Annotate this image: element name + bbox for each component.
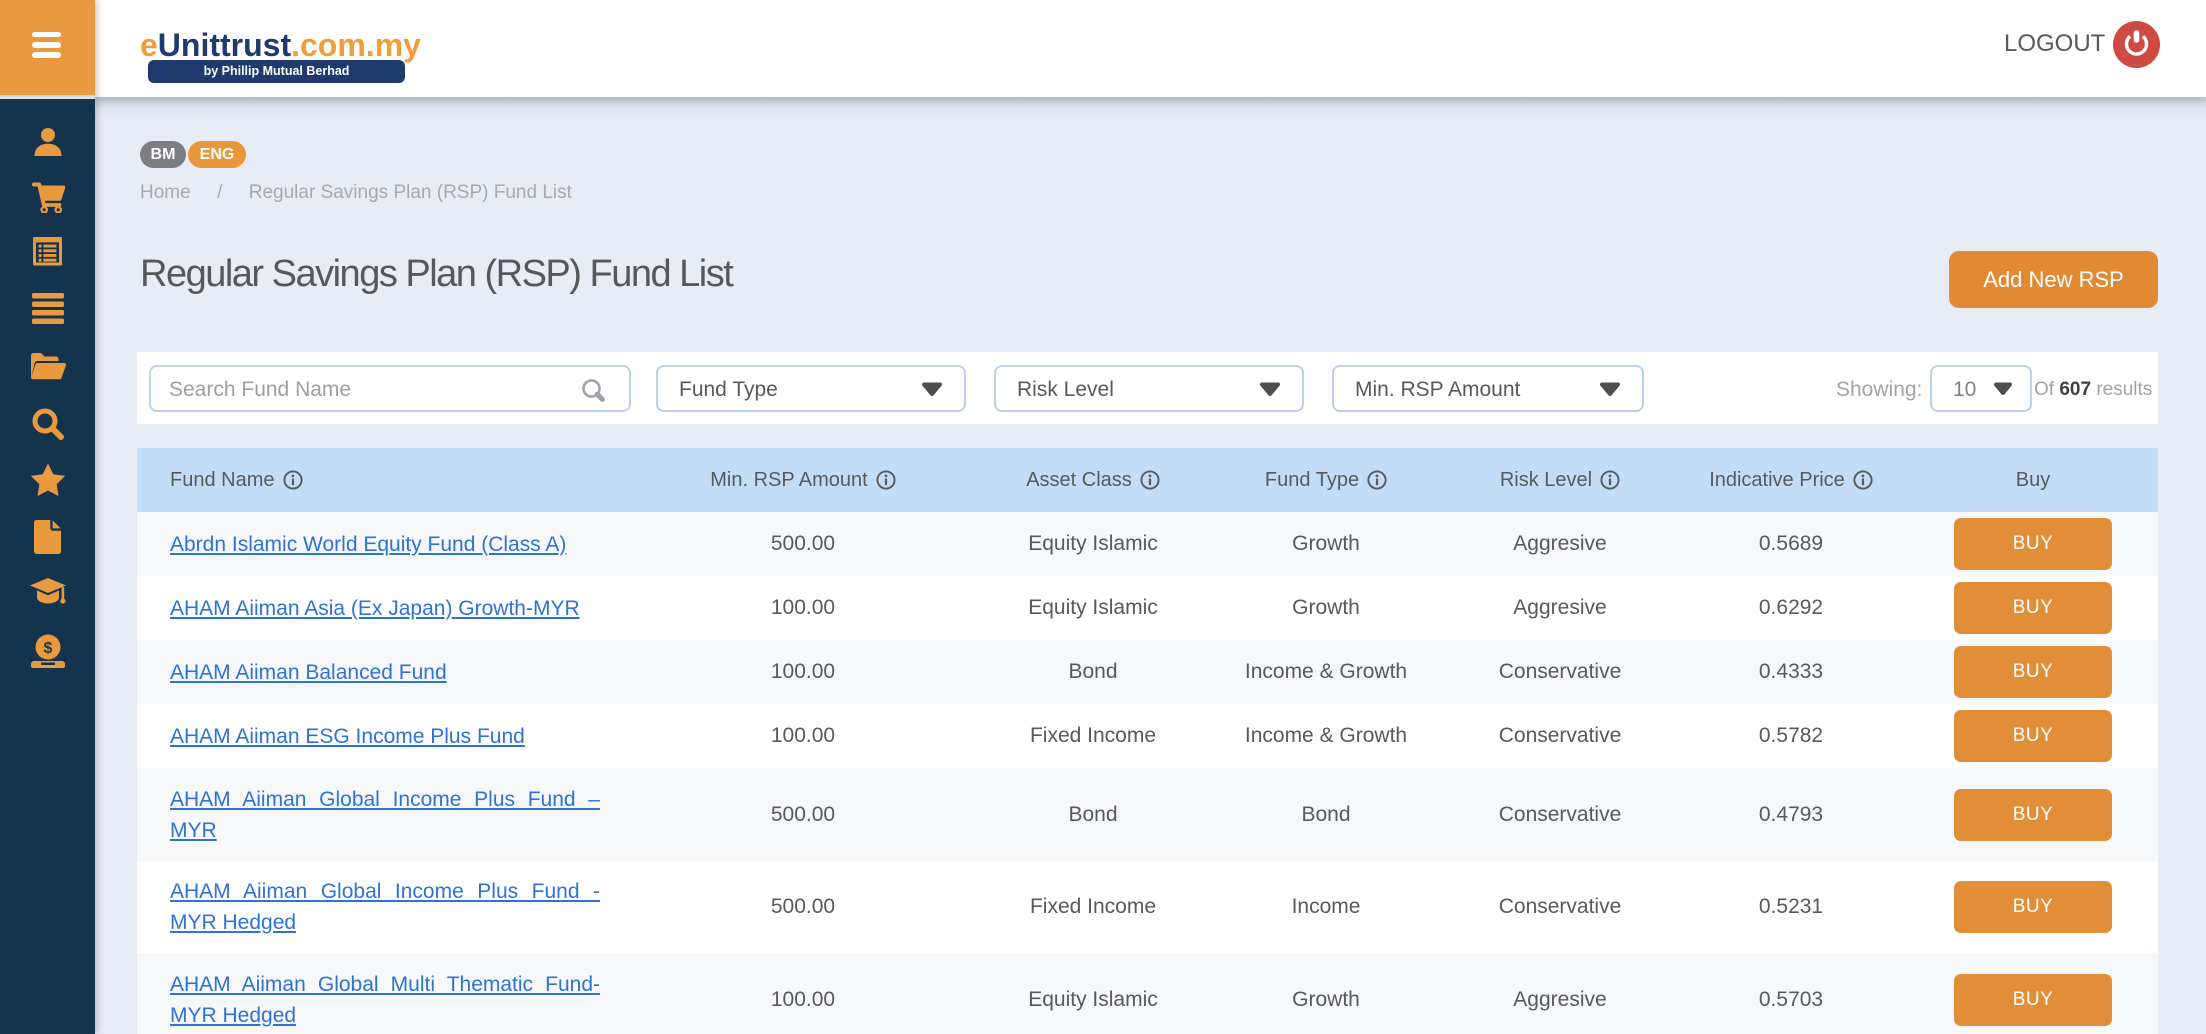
svg-text:$: $ [43,640,52,657]
